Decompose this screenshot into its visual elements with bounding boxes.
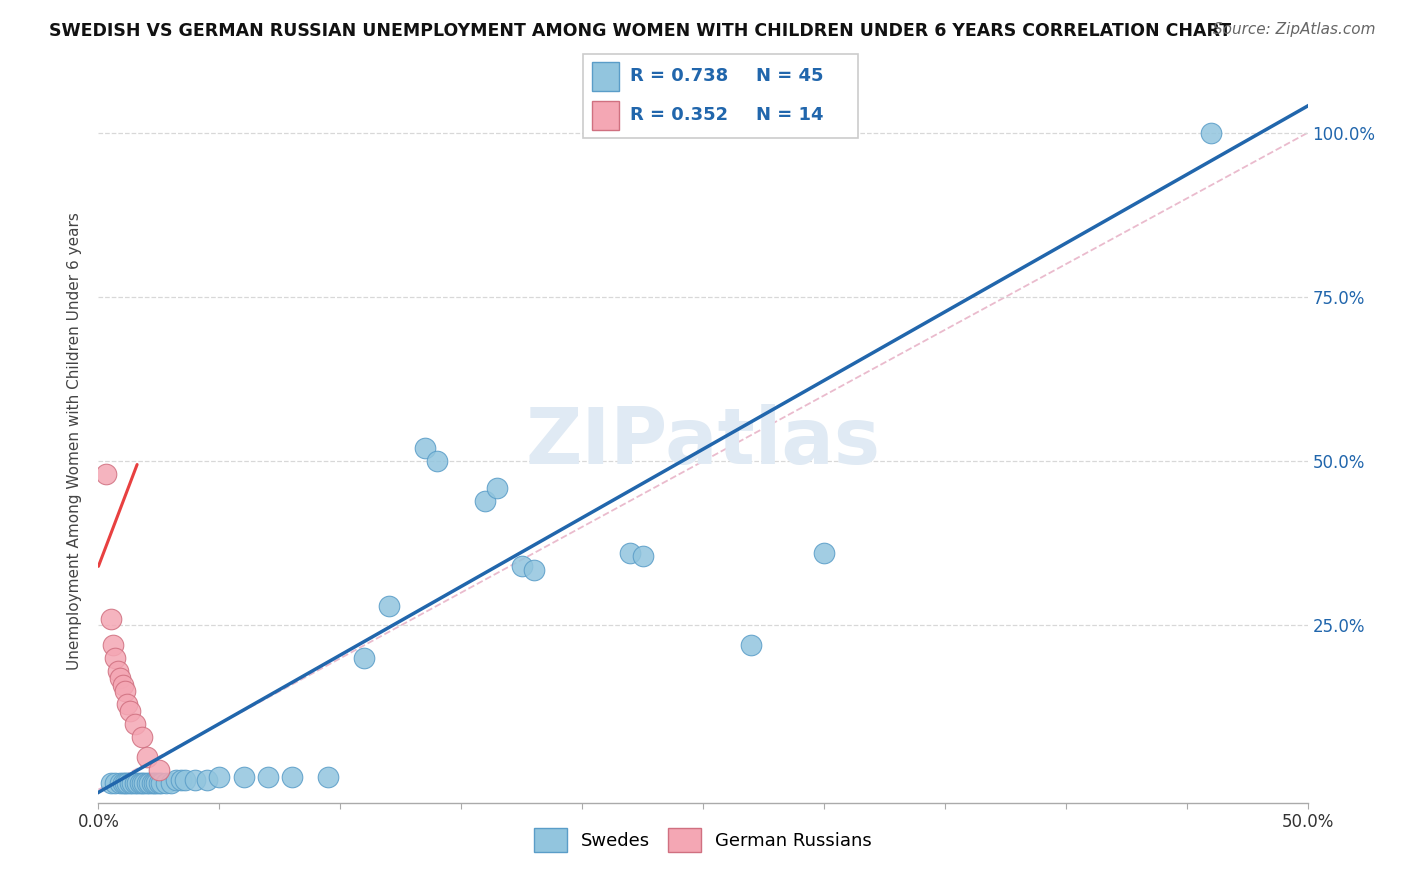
Point — [150, 776, 173, 790]
Point — [104, 776, 127, 790]
Point — [138, 776, 160, 790]
Point — [413, 441, 436, 455]
Point — [619, 546, 641, 560]
Point — [145, 776, 167, 790]
Point — [1199, 126, 1222, 140]
Point — [111, 776, 134, 790]
Point — [174, 772, 197, 787]
Point — [100, 612, 122, 626]
Point — [813, 546, 835, 560]
Point — [128, 776, 150, 790]
Point — [108, 776, 131, 790]
Point — [631, 549, 654, 564]
Point — [94, 467, 117, 482]
Point — [155, 776, 177, 790]
Point — [426, 454, 449, 468]
Point — [143, 776, 166, 790]
Point — [101, 638, 124, 652]
Point — [141, 776, 163, 790]
Point — [353, 651, 375, 665]
Point — [118, 704, 141, 718]
Point — [127, 776, 149, 790]
Point — [134, 776, 156, 790]
Point — [121, 776, 143, 790]
Point — [486, 481, 509, 495]
Point — [117, 698, 139, 712]
Point — [160, 776, 183, 790]
Point — [111, 677, 134, 691]
FancyBboxPatch shape — [583, 54, 858, 138]
Point — [377, 599, 399, 613]
Y-axis label: Unemployment Among Women with Children Under 6 years: Unemployment Among Women with Children U… — [67, 212, 83, 671]
Point — [118, 776, 141, 790]
FancyBboxPatch shape — [592, 62, 619, 91]
Text: ZIPatlas: ZIPatlas — [526, 403, 880, 480]
Point — [208, 770, 231, 784]
Point — [169, 772, 191, 787]
Point — [117, 776, 139, 790]
Text: N = 45: N = 45 — [756, 68, 824, 86]
Point — [256, 770, 278, 784]
FancyBboxPatch shape — [592, 101, 619, 130]
Point — [135, 749, 157, 764]
Point — [232, 770, 254, 784]
Point — [148, 776, 170, 790]
Point — [131, 776, 153, 790]
Text: Source: ZipAtlas.com: Source: ZipAtlas.com — [1212, 22, 1375, 37]
Point — [148, 763, 170, 777]
Point — [281, 770, 304, 784]
Point — [124, 717, 146, 731]
Point — [104, 651, 127, 665]
Point — [316, 770, 339, 784]
Point — [184, 772, 207, 787]
Point — [100, 776, 122, 790]
Point — [124, 776, 146, 790]
Point — [131, 730, 153, 744]
Point — [740, 638, 762, 652]
Point — [195, 772, 218, 787]
Point — [114, 776, 136, 790]
Point — [135, 776, 157, 790]
Text: R = 0.352: R = 0.352 — [630, 106, 728, 124]
Point — [107, 665, 129, 679]
Point — [510, 559, 533, 574]
Point — [165, 772, 187, 787]
Point — [114, 684, 136, 698]
Text: SWEDISH VS GERMAN RUSSIAN UNEMPLOYMENT AMONG WOMEN WITH CHILDREN UNDER 6 YEARS C: SWEDISH VS GERMAN RUSSIAN UNEMPLOYMENT A… — [49, 22, 1232, 40]
Point — [474, 493, 496, 508]
Text: N = 14: N = 14 — [756, 106, 824, 124]
Point — [523, 563, 546, 577]
Point — [108, 671, 131, 685]
Legend: Swedes, German Russians: Swedes, German Russians — [527, 822, 879, 859]
Text: R = 0.738: R = 0.738 — [630, 68, 728, 86]
